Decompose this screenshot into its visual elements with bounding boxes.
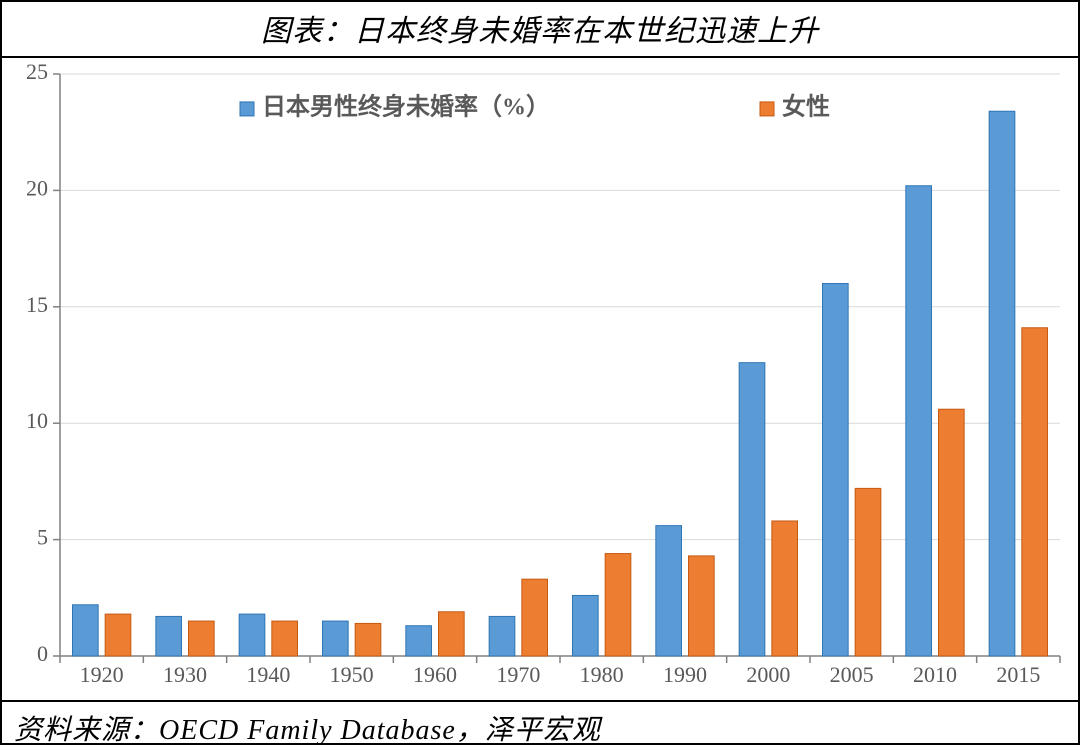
bar (855, 488, 881, 656)
legend-label: 日本男性终身未婚率（%） (262, 92, 550, 120)
chart-source-text: 资料来源：OECD Family Database，泽平宏观 (14, 715, 601, 745)
x-tick-label: 1950 (330, 662, 374, 687)
bar (239, 614, 265, 656)
bar (355, 623, 381, 656)
bar (522, 579, 548, 656)
bar (989, 111, 1015, 656)
bar (156, 616, 182, 656)
bar (573, 595, 599, 656)
chart-title-text: 图表：日本终身未婚率在本世纪迅速上升 (261, 15, 819, 48)
x-tick-label: 1980 (580, 662, 624, 687)
bar (105, 614, 131, 656)
x-tick-label: 1940 (246, 662, 290, 687)
bar (406, 626, 432, 656)
bar (323, 621, 349, 656)
bar (1022, 328, 1048, 656)
x-tick-label: 1970 (496, 662, 540, 687)
legend-swatch (240, 102, 254, 116)
bar (939, 409, 965, 656)
chart-frame: 图表：日本终身未婚率在本世纪迅速上升 0 5 10 15 20 25 1920 1930 194… (0, 0, 1080, 745)
y-tick-label: 0 (37, 641, 48, 666)
x-tick-label: 1990 (663, 662, 707, 687)
x-tick-label: 2010 (913, 662, 957, 687)
bar (689, 556, 715, 656)
y-tick-label: 25 (26, 59, 48, 84)
x-tick-label: 1960 (413, 662, 457, 687)
bar (272, 621, 298, 656)
y-tick-label: 10 (26, 408, 48, 433)
bar (439, 612, 465, 656)
bar (489, 616, 515, 656)
y-tick-label: 20 (26, 175, 48, 200)
chart-title: 图表：日本终身未婚率在本世纪迅速上升 (2, 2, 1078, 58)
bar (772, 521, 798, 656)
legend-swatch (760, 102, 774, 116)
bar (656, 526, 682, 656)
bar (906, 186, 932, 656)
x-tick-label: 2005 (830, 662, 874, 687)
y-tick-label: 15 (26, 292, 48, 317)
x-tick-label: 2015 (996, 662, 1040, 687)
bar (73, 605, 99, 656)
chart-svg: 0 5 10 15 20 25 1920 1930 1940 1950 1960 1970 1980 19… (2, 58, 1078, 700)
x-tick-label: 1930 (163, 662, 207, 687)
y-tick-label: 5 (37, 525, 48, 550)
legend-label: 女性 (782, 92, 830, 120)
bar (739, 363, 765, 656)
bar (605, 554, 631, 656)
bar (823, 284, 849, 656)
bar (189, 621, 215, 656)
chart-plot-area: 0 5 10 15 20 25 1920 1930 1940 1950 1960 1970 1980 19… (2, 58, 1078, 700)
x-tick-label: 1920 (80, 662, 124, 687)
chart-source: 资料来源：OECD Family Database，泽平宏观 (2, 700, 1078, 745)
x-tick-label: 2000 (746, 662, 790, 687)
